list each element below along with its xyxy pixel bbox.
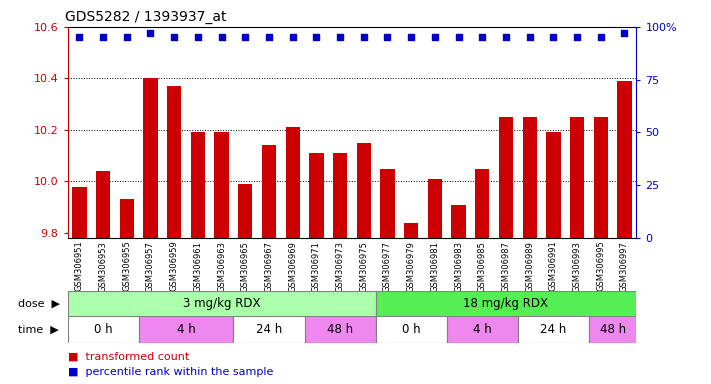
Point — [476, 34, 488, 40]
Text: GSM306959: GSM306959 — [170, 241, 178, 291]
Bar — [594, 117, 608, 238]
Text: GSM306977: GSM306977 — [383, 241, 392, 292]
Point — [501, 34, 512, 40]
Text: 3 mg/kg RDX: 3 mg/kg RDX — [183, 297, 260, 310]
Text: 0 h: 0 h — [402, 323, 420, 336]
Text: GSM306963: GSM306963 — [217, 241, 226, 292]
Text: GSM306997: GSM306997 — [620, 241, 629, 291]
Text: GSM306983: GSM306983 — [454, 241, 463, 292]
Bar — [475, 169, 489, 238]
Text: 0 h: 0 h — [94, 323, 112, 336]
Point — [429, 34, 441, 40]
Bar — [447, 316, 518, 343]
Bar — [304, 316, 375, 343]
Point — [121, 34, 132, 40]
Bar — [451, 205, 466, 238]
Text: GSM306951: GSM306951 — [75, 241, 84, 291]
Bar — [523, 117, 537, 238]
Text: GSM306995: GSM306995 — [597, 241, 605, 291]
Text: GSM306981: GSM306981 — [430, 241, 439, 291]
Text: ■  transformed count: ■ transformed count — [68, 351, 189, 361]
Bar — [570, 117, 584, 238]
Point — [547, 34, 559, 40]
Point — [192, 34, 203, 40]
Text: GSM306987: GSM306987 — [501, 241, 510, 292]
Text: GSM306957: GSM306957 — [146, 241, 155, 291]
Bar — [73, 187, 87, 238]
Text: 24 h: 24 h — [540, 323, 567, 336]
Point — [240, 34, 251, 40]
Text: 18 mg/kg RDX: 18 mg/kg RDX — [464, 297, 548, 310]
Bar — [139, 316, 233, 343]
Bar — [144, 78, 158, 238]
Text: GDS5282 / 1393937_at: GDS5282 / 1393937_at — [65, 10, 226, 25]
Bar — [375, 291, 636, 317]
Bar — [233, 316, 304, 343]
Bar — [215, 132, 229, 238]
Text: GSM306953: GSM306953 — [99, 241, 107, 291]
Text: GSM306973: GSM306973 — [336, 241, 345, 292]
Text: GSM306993: GSM306993 — [572, 241, 582, 291]
Point — [263, 34, 274, 40]
Bar — [262, 146, 276, 238]
Bar — [68, 291, 375, 317]
Text: GSM306985: GSM306985 — [478, 241, 487, 291]
Point — [595, 34, 606, 40]
Bar — [309, 153, 324, 238]
Point — [572, 34, 583, 40]
Point — [524, 34, 535, 40]
Text: GSM306965: GSM306965 — [241, 241, 250, 291]
Bar — [617, 81, 631, 238]
Text: 48 h: 48 h — [327, 323, 353, 336]
Point — [405, 34, 417, 40]
Text: GSM306969: GSM306969 — [288, 241, 297, 291]
Point — [145, 30, 156, 36]
Bar — [380, 169, 395, 238]
Bar — [518, 316, 589, 343]
Text: GSM306975: GSM306975 — [359, 241, 368, 291]
Text: time  ▶: time ▶ — [18, 324, 58, 334]
Text: 48 h: 48 h — [599, 323, 626, 336]
Bar — [404, 223, 418, 238]
Bar — [546, 132, 560, 238]
Point — [169, 34, 180, 40]
Text: 24 h: 24 h — [256, 323, 282, 336]
Point — [97, 34, 109, 40]
Point — [287, 34, 299, 40]
Point — [382, 34, 393, 40]
Point — [619, 30, 630, 36]
Text: GSM306961: GSM306961 — [193, 241, 203, 291]
Text: GSM306955: GSM306955 — [122, 241, 132, 291]
Bar — [499, 117, 513, 238]
Text: 4 h: 4 h — [473, 323, 492, 336]
Point — [334, 34, 346, 40]
Point — [358, 34, 370, 40]
Bar — [589, 316, 636, 343]
Text: dose  ▶: dose ▶ — [18, 299, 60, 309]
Bar — [286, 127, 300, 238]
Text: ■  percentile rank within the sample: ■ percentile rank within the sample — [68, 367, 273, 377]
Text: GSM306971: GSM306971 — [312, 241, 321, 291]
Bar — [238, 184, 252, 238]
Bar — [357, 143, 371, 238]
Text: GSM306989: GSM306989 — [525, 241, 534, 291]
Bar — [428, 179, 442, 238]
Bar — [191, 132, 205, 238]
Point — [453, 34, 464, 40]
Text: GSM306979: GSM306979 — [407, 241, 416, 291]
Text: 4 h: 4 h — [176, 323, 196, 336]
Bar — [375, 316, 447, 343]
Point — [311, 34, 322, 40]
Point — [74, 34, 85, 40]
Bar — [167, 86, 181, 238]
Bar — [333, 153, 347, 238]
Bar — [119, 199, 134, 238]
Point — [216, 34, 228, 40]
Bar — [96, 171, 110, 238]
Bar — [68, 316, 139, 343]
Text: GSM306967: GSM306967 — [264, 241, 274, 292]
Text: GSM306991: GSM306991 — [549, 241, 558, 291]
